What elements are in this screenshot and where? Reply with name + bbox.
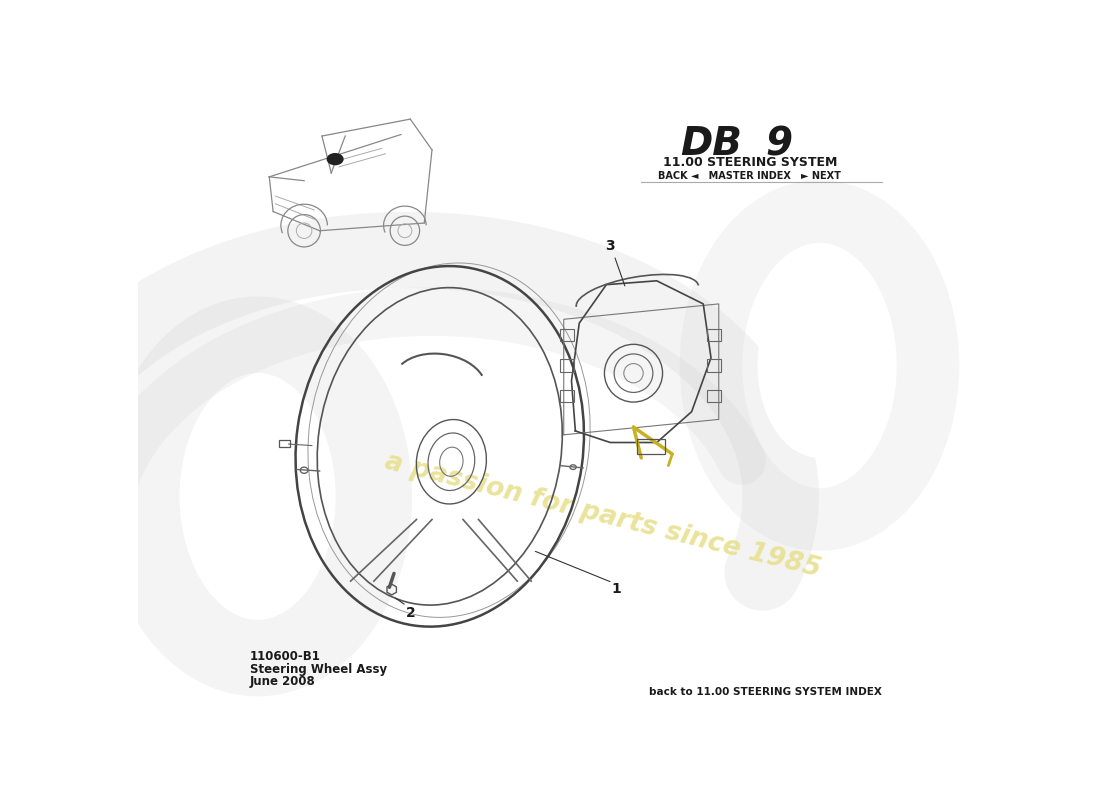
Bar [560, 329, 574, 341]
Bar [707, 359, 722, 372]
Bar [279, 440, 290, 447]
Ellipse shape [188, 396, 328, 597]
Text: 11.00 STEERING SYSTEM: 11.00 STEERING SYSTEM [662, 156, 837, 169]
Bar [560, 359, 574, 372]
Text: 9: 9 [766, 126, 792, 163]
Bar [707, 329, 722, 341]
Bar [707, 390, 722, 402]
Text: 2: 2 [406, 606, 415, 621]
Text: 110600-B1: 110600-B1 [250, 650, 321, 663]
Text: Steering Wheel Assy: Steering Wheel Assy [250, 662, 387, 676]
Text: BACK ◄   MASTER INDEX   ► NEXT: BACK ◄ MASTER INDEX ► NEXT [658, 171, 842, 182]
Ellipse shape [758, 273, 881, 458]
Bar [560, 390, 574, 402]
Text: back to 11.00 STEERING SYSTEM INDEX: back to 11.00 STEERING SYSTEM INDEX [649, 687, 882, 698]
Bar [637, 438, 664, 454]
Text: June 2008: June 2008 [250, 675, 316, 688]
Ellipse shape [327, 153, 343, 166]
Text: 3: 3 [605, 239, 615, 253]
Text: 1: 1 [612, 582, 621, 596]
Text: a passion for parts since 1985: a passion for parts since 1985 [382, 449, 823, 582]
Text: DB: DB [680, 126, 742, 163]
